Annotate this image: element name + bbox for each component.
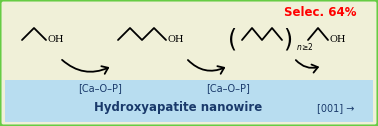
Text: OH: OH — [47, 36, 64, 44]
Text: Hydroxyapatite nanowire: Hydroxyapatite nanowire — [94, 102, 262, 115]
Text: Selec. 64%: Selec. 64% — [284, 7, 356, 20]
Text: $n\!\geq\!2$: $n\!\geq\!2$ — [296, 40, 314, 52]
FancyArrowPatch shape — [188, 60, 224, 74]
Text: OH: OH — [329, 36, 345, 44]
FancyArrowPatch shape — [296, 60, 318, 73]
FancyArrowPatch shape — [62, 60, 108, 74]
Text: $)$: $)$ — [284, 26, 293, 52]
Text: [Ca–O–P]: [Ca–O–P] — [206, 83, 250, 93]
Text: [Ca–O–P]: [Ca–O–P] — [78, 83, 122, 93]
Text: OH: OH — [167, 36, 183, 44]
Text: $($: $($ — [227, 26, 237, 52]
Text: [001] →: [001] → — [317, 103, 355, 113]
Bar — [5, 80, 373, 122]
